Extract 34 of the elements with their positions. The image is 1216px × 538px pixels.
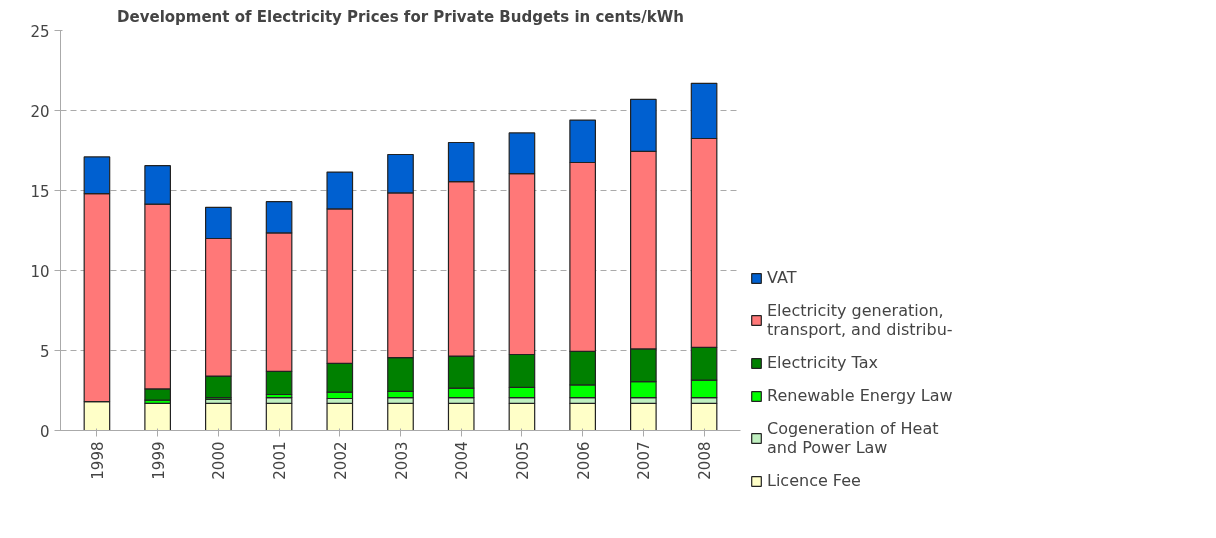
- x-tick-label: 2004: [453, 441, 472, 480]
- x-tick-label: 2001: [271, 441, 290, 480]
- x-tick-label: 1999: [149, 441, 168, 480]
- legend-label: Electricity generation, transport, and distribu-: [767, 301, 953, 339]
- bar: [690, 402, 718, 431]
- chart-title: Development of Electricity Prices for Private Budgets in cents/kWh: [117, 7, 684, 26]
- bar: [447, 402, 475, 431]
- bar: [144, 402, 171, 431]
- x-tick-label: 2002: [331, 441, 350, 480]
- bar: [387, 402, 414, 431]
- y-tick-label: 5: [39, 342, 50, 361]
- y-tick-label: 0: [39, 422, 50, 441]
- bar: [326, 402, 354, 431]
- bar: [205, 402, 232, 431]
- legend-label: Electricity Tax: [767, 353, 878, 372]
- bar: [508, 402, 536, 431]
- y-tick-label: 10: [30, 262, 50, 281]
- bar: [569, 402, 596, 431]
- y-tick-label: 20: [30, 102, 50, 121]
- x-tick-label: 2007: [635, 441, 654, 480]
- legend-label: Licence Fee: [767, 471, 861, 490]
- y-tick-label: 25: [30, 22, 50, 41]
- x-tick-label: 2000: [210, 441, 229, 480]
- x-tick-label: 2008: [696, 441, 715, 480]
- legend-label: VAT: [767, 268, 797, 287]
- legend-label: Renewable Energy Law: [767, 386, 953, 405]
- x-tick-label: 2006: [574, 441, 593, 480]
- bar: [630, 402, 657, 431]
- legend-label: Cogeneration of Heat and Power Law: [767, 419, 939, 457]
- bar: [265, 402, 293, 431]
- x-tick-label: 2003: [392, 441, 411, 480]
- x-tick-label: 1998: [88, 441, 107, 480]
- x-tick-label: 2005: [513, 441, 532, 480]
- y-tick-label: 15: [30, 182, 50, 201]
